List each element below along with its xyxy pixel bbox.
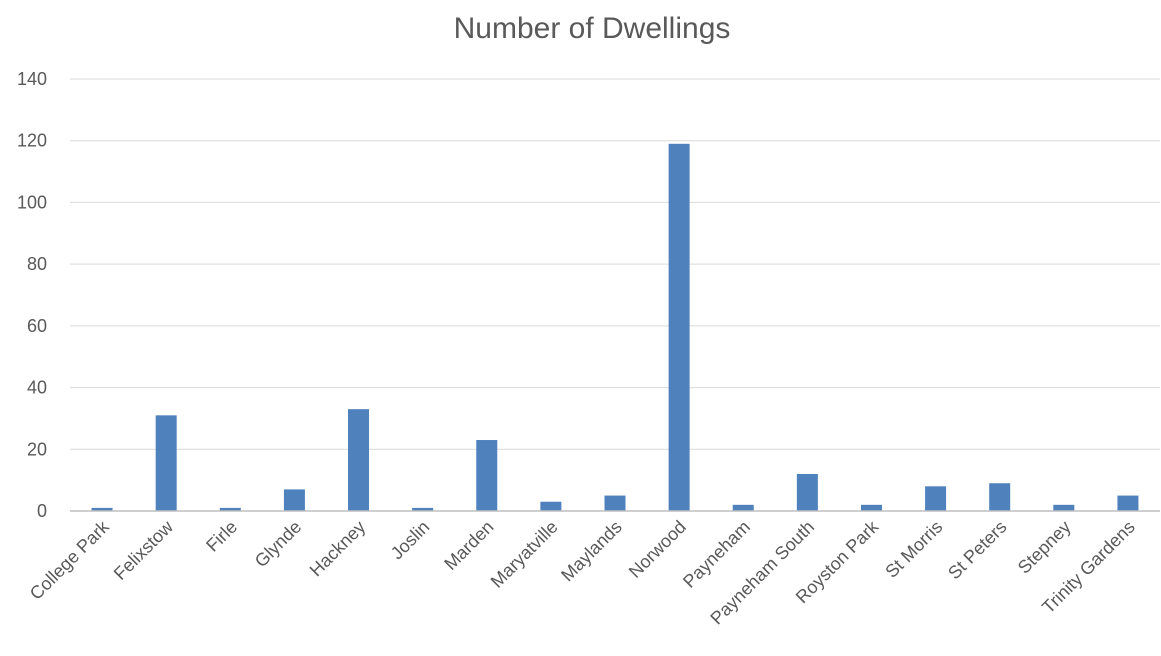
bar xyxy=(348,409,370,511)
y-tick-label: 40 xyxy=(27,378,47,398)
bar xyxy=(155,415,177,511)
y-tick-label: 60 xyxy=(27,316,47,336)
y-tick-label: 100 xyxy=(17,192,47,212)
bar xyxy=(1053,504,1075,511)
x-tick-label: Maryatville xyxy=(487,517,562,592)
chart-title: Number of Dwellings xyxy=(454,12,731,45)
x-tick-label: Stepney xyxy=(1014,517,1075,578)
x-tick-label: Marden xyxy=(440,517,497,574)
x-tick-label: Hackney xyxy=(306,517,370,581)
bar xyxy=(732,504,754,511)
bar xyxy=(219,507,241,511)
bar xyxy=(412,507,434,511)
y-axis-ticks: 0 20 40 60 80 100 120 140 xyxy=(17,69,47,521)
x-tick-label: St Morris xyxy=(881,517,946,582)
y-tick-label: 80 xyxy=(27,254,47,274)
bar xyxy=(860,504,882,511)
bar xyxy=(540,501,562,511)
bar xyxy=(283,489,305,511)
bar xyxy=(796,473,818,511)
x-tick-label: Firle xyxy=(202,517,241,556)
x-tick-label: Felixstow xyxy=(110,516,178,584)
y-tick-label: 120 xyxy=(17,131,47,151)
bar xyxy=(604,495,626,511)
bars xyxy=(91,143,1139,512)
bar xyxy=(1117,495,1139,511)
gridlines xyxy=(70,78,1160,450)
y-tick-label: 0 xyxy=(37,501,47,521)
x-tick-label: Glynde xyxy=(251,517,305,571)
bar xyxy=(476,440,498,511)
x-tick-label: Norwood xyxy=(625,517,690,582)
bar xyxy=(91,507,113,511)
x-tick-label: College Park xyxy=(26,516,114,604)
x-tick-label: Maylands xyxy=(557,517,626,586)
y-tick-label: 20 xyxy=(27,439,47,459)
y-tick-label: 140 xyxy=(17,69,47,89)
bar xyxy=(668,143,690,512)
x-tick-label: St Peters xyxy=(944,517,1010,583)
x-tick-label: Joslin xyxy=(387,517,434,564)
bar xyxy=(925,486,947,511)
bar xyxy=(989,483,1011,511)
